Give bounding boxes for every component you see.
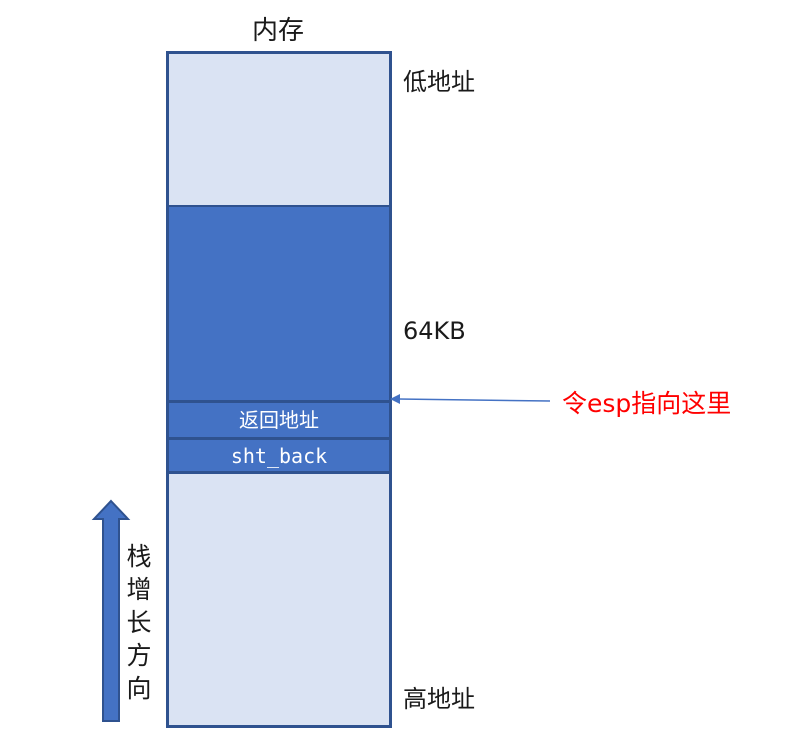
- high-address-label: 高地址: [403, 685, 475, 713]
- memory-column: 返回地址 sht_back: [166, 51, 392, 728]
- esp-arrowhead-icon: [390, 394, 400, 404]
- return-address-cell: 返回地址: [169, 401, 389, 437]
- low-address-label: 低地址: [403, 68, 475, 96]
- up-arrow-icon: [91, 499, 131, 722]
- low-memory-region: [169, 54, 389, 207]
- cell-divider: [169, 437, 389, 440]
- esp-pointer-label: 令esp指向这里: [562, 389, 732, 418]
- 64kb-label: 64KB: [403, 317, 466, 345]
- sht-back-cell: sht_back: [169, 440, 389, 474]
- high-memory-region: [169, 474, 389, 725]
- memory-title: 内存: [251, 16, 304, 46]
- stack-growth-label: 栈增长方向: [126, 542, 152, 703]
- esp-pointer-arrow: [397, 398, 551, 402]
- 64kb-region: [169, 207, 389, 401]
